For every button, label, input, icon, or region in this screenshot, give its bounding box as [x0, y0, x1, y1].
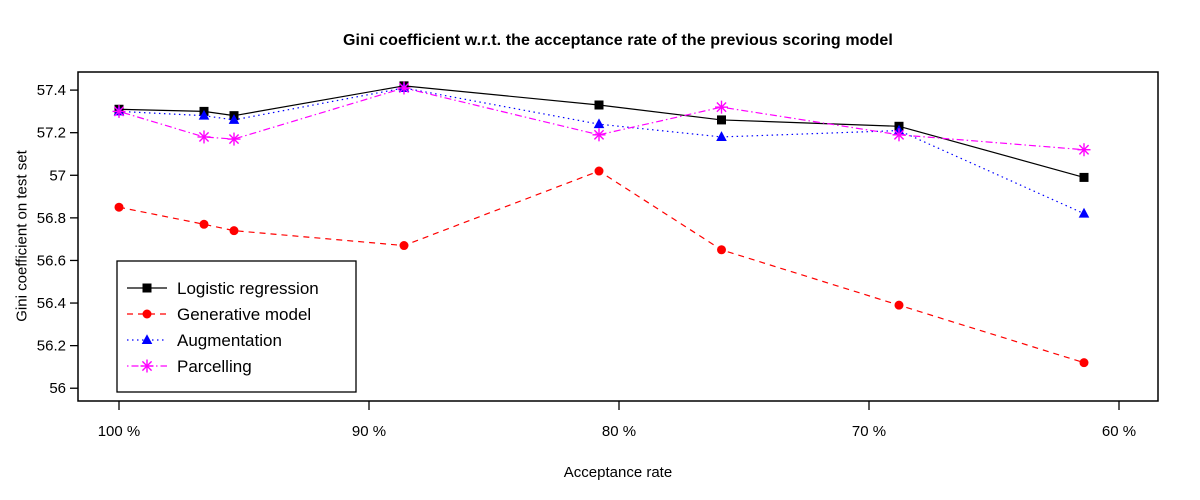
marker-shape — [198, 131, 210, 143]
y-tick-label: 56.4 — [37, 295, 66, 312]
marker-shape — [593, 118, 605, 129]
marker-shape — [142, 283, 152, 293]
marker-shape — [399, 241, 409, 251]
marker-shape — [893, 129, 905, 140]
marker-shape — [398, 82, 410, 94]
legend-entry-logistic-regression: Logistic regression — [127, 279, 319, 298]
legend-label: Logistic regression — [177, 279, 319, 298]
data-point — [198, 109, 210, 120]
y-tick-label: 57.2 — [37, 125, 66, 142]
legend-entry-parcelling: Parcelling — [127, 357, 252, 376]
data-point — [114, 202, 124, 212]
x-tick-label: 100 % — [98, 423, 141, 440]
data-point — [112, 104, 126, 118]
data-point — [1077, 143, 1091, 157]
legend-entry-generative-model: Generative model — [127, 305, 311, 324]
series-line — [118, 85, 1085, 178]
y-tick-label: 56.8 — [37, 210, 66, 227]
marker-shape — [1079, 358, 1089, 368]
data-point — [716, 131, 727, 141]
y-tick-label: 56 — [49, 380, 66, 397]
y-tick-label: 56.2 — [37, 338, 66, 355]
legend: Logistic regression Generative model Augme… — [116, 260, 357, 393]
marker-shape — [141, 334, 153, 344]
marker-shape — [228, 114, 240, 124]
data-point — [715, 100, 728, 114]
data-point — [229, 226, 239, 236]
series-generative-model — [114, 166, 1089, 368]
data-point — [717, 245, 726, 255]
data-point — [228, 114, 240, 124]
data-point — [594, 100, 604, 110]
marker-shape — [199, 219, 209, 229]
data-point — [397, 81, 411, 95]
x-axis-title: Acceptance rate — [563, 464, 673, 481]
legend-entry-augmentation: Augmentation — [127, 331, 282, 350]
x-tick-label: 60 % — [1102, 423, 1136, 440]
marker-shape — [717, 245, 726, 255]
data-point — [894, 300, 904, 310]
marker-shape — [141, 360, 153, 372]
marker-shape — [594, 100, 604, 110]
x-tick-label: 80 % — [602, 423, 636, 440]
series-line — [118, 87, 1085, 215]
data-point — [594, 166, 604, 176]
data-point — [197, 130, 211, 144]
marker-shape — [716, 131, 727, 141]
series-parcelling — [112, 81, 1091, 157]
marker-shape — [229, 226, 239, 236]
marker-shape — [1078, 207, 1090, 218]
marker-shape — [716, 102, 727, 113]
legend-marker — [140, 359, 154, 373]
legend-marker — [142, 283, 152, 293]
y-tick-label: 57.4 — [37, 82, 66, 99]
data-point — [1079, 358, 1089, 368]
data-point — [1078, 207, 1090, 218]
data-point — [593, 118, 605, 129]
marker-shape — [228, 133, 240, 145]
chart-title: Gini coefficient w.r.t. the acceptance r… — [343, 32, 893, 49]
data-point — [1079, 172, 1089, 182]
data-point — [717, 115, 726, 125]
legend-label: Augmentation — [177, 331, 282, 350]
marker-shape — [717, 115, 726, 125]
marker-shape — [113, 106, 125, 117]
series-line — [118, 170, 1085, 364]
data-point — [892, 128, 906, 142]
x-tick-label: 90 % — [352, 423, 386, 440]
data-point — [399, 241, 409, 251]
y-tick-label: 57 — [49, 167, 66, 184]
data-point — [227, 132, 241, 146]
legend-marker — [142, 309, 152, 319]
marker-shape — [1079, 172, 1089, 182]
x-tick-label: 70 % — [852, 423, 886, 440]
marker-shape — [142, 309, 152, 319]
y-tick-label: 56.6 — [37, 252, 66, 269]
plot-border — [77, 71, 1159, 402]
marker-shape — [593, 129, 605, 140]
marker-shape — [1078, 144, 1090, 155]
marker-shape — [198, 109, 210, 120]
legend-box — [116, 260, 357, 393]
data-point — [199, 219, 209, 229]
data-point — [592, 128, 606, 142]
marker-shape — [594, 166, 604, 176]
marker-shape — [114, 202, 124, 212]
marker-shape — [894, 300, 904, 310]
legend-marker — [141, 334, 153, 344]
legend-label: Parcelling — [177, 357, 252, 376]
legend-label: Generative model — [177, 305, 311, 324]
series-line — [118, 87, 1085, 151]
